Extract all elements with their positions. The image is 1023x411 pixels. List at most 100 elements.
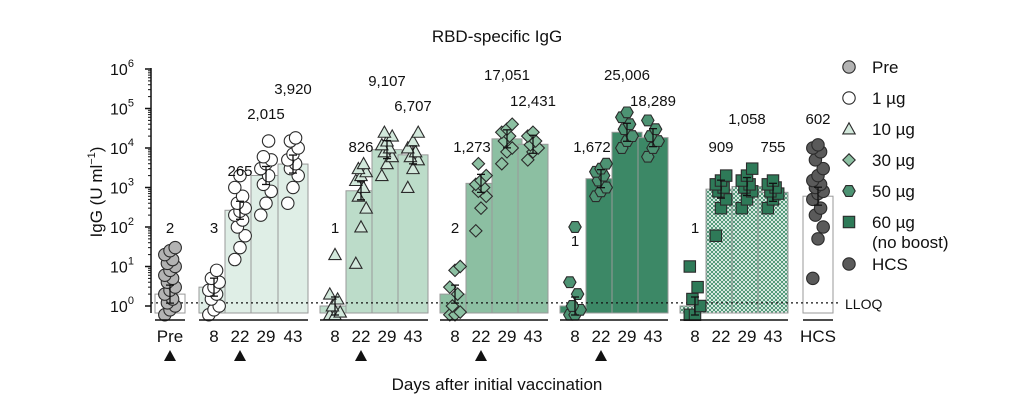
data-point-10ug (353, 219, 369, 233)
legend-label-10ug: 10 µg (872, 120, 915, 139)
legend-label-1ug: 1 µg (872, 89, 905, 108)
y-tick-base: 10 (110, 260, 128, 277)
data-point-1ug (209, 263, 224, 278)
x-tick-label-1ug-22: 22 (231, 327, 250, 346)
y-tick-label: 103 (110, 177, 134, 198)
data-point-hcs (816, 220, 830, 234)
data-point-60ug (709, 229, 723, 243)
value-label-10ug-day-22: 826 (348, 139, 373, 156)
bars-layer (154, 131, 834, 314)
data-point-50ug (625, 130, 640, 143)
y-axis-label: IgG (U ml−1) (86, 147, 106, 238)
bar-10ug-day-43 (397, 154, 429, 314)
data-point-30ug (468, 223, 483, 238)
data-point-1ug (228, 180, 242, 195)
data-point-hcs (811, 232, 825, 246)
x-tick-label-10ug-43: 43 (404, 327, 423, 346)
data-point-50ug (599, 157, 614, 170)
value-label-50ug-day-43: 18,289 (630, 93, 676, 110)
x-tick-label-10ug-8: 8 (330, 327, 339, 346)
data-point-1ug (233, 168, 247, 183)
bar-10ug-day-29 (371, 149, 403, 314)
data-point-50ug (640, 114, 655, 127)
y-tick-exponent: 4 (128, 137, 134, 149)
y-tick-exponent: 1 (128, 256, 134, 268)
value-label-hcs-day-HCS: 602 (805, 111, 830, 128)
data-point-60ug (691, 280, 704, 294)
chart-title: RBD-specific IgG (432, 27, 562, 46)
data-point-50ug (570, 288, 585, 301)
data-point-10ug (377, 124, 392, 138)
boost-arrow-icon (595, 350, 607, 361)
data-point-hcs (811, 138, 825, 152)
lloq-layer: LLOQ (151, 296, 882, 312)
y-axis-label-sup: −1 (86, 152, 98, 165)
lloq-label: LLOQ (845, 296, 882, 312)
data-point-60ug (686, 292, 699, 306)
data-point-30ug (453, 305, 468, 320)
y-tick-label: 102 (110, 216, 134, 237)
data-point-60ug (719, 169, 733, 182)
x-tick-label-50ug-29: 29 (618, 327, 637, 346)
data-point-30ug (453, 259, 468, 274)
value-label-30ug-day-43: 12,431 (510, 93, 556, 110)
x-tick-label-30ug-29: 29 (498, 327, 517, 346)
data-point-30ug (474, 201, 488, 216)
x-tick-label-30ug-43: 43 (524, 327, 543, 346)
value-label-1ug-day-22: 265 (227, 163, 252, 180)
data-point-1ug (235, 189, 250, 204)
legend-label-50ug: 50 µg (872, 182, 915, 201)
legend-label-hcs: HCS (872, 255, 908, 274)
value-label-pre-day-Pre: 2 (166, 220, 174, 237)
value-label-10ug-day-29: 9,107 (368, 73, 406, 90)
data-point-50ug (562, 276, 577, 289)
x-tick-label-10ug-22: 22 (352, 327, 371, 346)
x-tick-label-60ug-22: 22 (712, 327, 731, 346)
y-tick-exponent: 6 (128, 58, 134, 70)
data-point-10ug (348, 256, 363, 269)
legend: Pre 1 µg 10 µg 30 µg 50 µg 60 µg(no boost) HCS (841, 58, 949, 274)
data-point-10ug (359, 200, 374, 214)
data-point-10ug (405, 161, 421, 175)
legend-label-60ug: 60 µg (872, 213, 915, 232)
y-tick-base: 10 (110, 102, 128, 119)
x-axis-layer: Pre 8 22 29 43 8 22 29 43 8 22 29 43 8 22 29 43 8 22 29 43 HC… (155, 319, 836, 361)
data-point-1ug (261, 134, 276, 148)
y-tick-base: 10 (110, 299, 128, 316)
value-label-60ug-day-22: 909 (708, 139, 733, 156)
value-label-1ug-day-29: 2,015 (247, 106, 285, 123)
x-tick-label-1ug-29: 29 (257, 327, 276, 346)
data-point-1ug (254, 208, 268, 222)
y-tick-exponent: 3 (128, 177, 134, 189)
value-label-30ug-day-8: 2 (451, 220, 459, 237)
bar-1ug-day-29 (250, 174, 282, 314)
data-point-1ug (286, 180, 300, 195)
legend-marker-1ug (842, 91, 856, 105)
data-point-1ug (259, 196, 273, 210)
x-tick-label-50ug-22: 22 (592, 327, 611, 346)
data-point-30ug (494, 156, 509, 171)
y-axis-label-close: ) (87, 147, 106, 153)
bar-30ug-day-43 (517, 143, 549, 314)
x-tick-label-60ug-29: 29 (738, 327, 757, 346)
boost-arrow-icon (234, 350, 246, 361)
x-axis-label: Days after initial vaccination (392, 375, 603, 394)
x-tick-label-1ug-8: 8 (209, 327, 218, 346)
data-point-30ug (505, 117, 520, 132)
value-labels-layer: 2 3 265 2,015 3,920 1 826 9,107 6,707 2 1,273 17,05… (166, 67, 831, 250)
y-tick-exponent: 0 (128, 295, 134, 307)
y-tick-label: 100 (110, 295, 134, 316)
value-label-1ug-day-43: 3,920 (274, 81, 312, 98)
value-label-30ug-day-29: 17,051 (484, 67, 530, 84)
data-point-30ug (471, 156, 486, 171)
x-tick-label-pre-Pre: Pre (157, 327, 183, 346)
y-tick-label: 101 (110, 256, 134, 277)
bar-50ug-day-29 (611, 131, 643, 314)
data-point-60ug (683, 260, 697, 273)
data-point-10ug (356, 156, 371, 170)
legend-label-60ug-sub: (no boost) (872, 233, 949, 252)
data-point-1ug (228, 252, 242, 267)
